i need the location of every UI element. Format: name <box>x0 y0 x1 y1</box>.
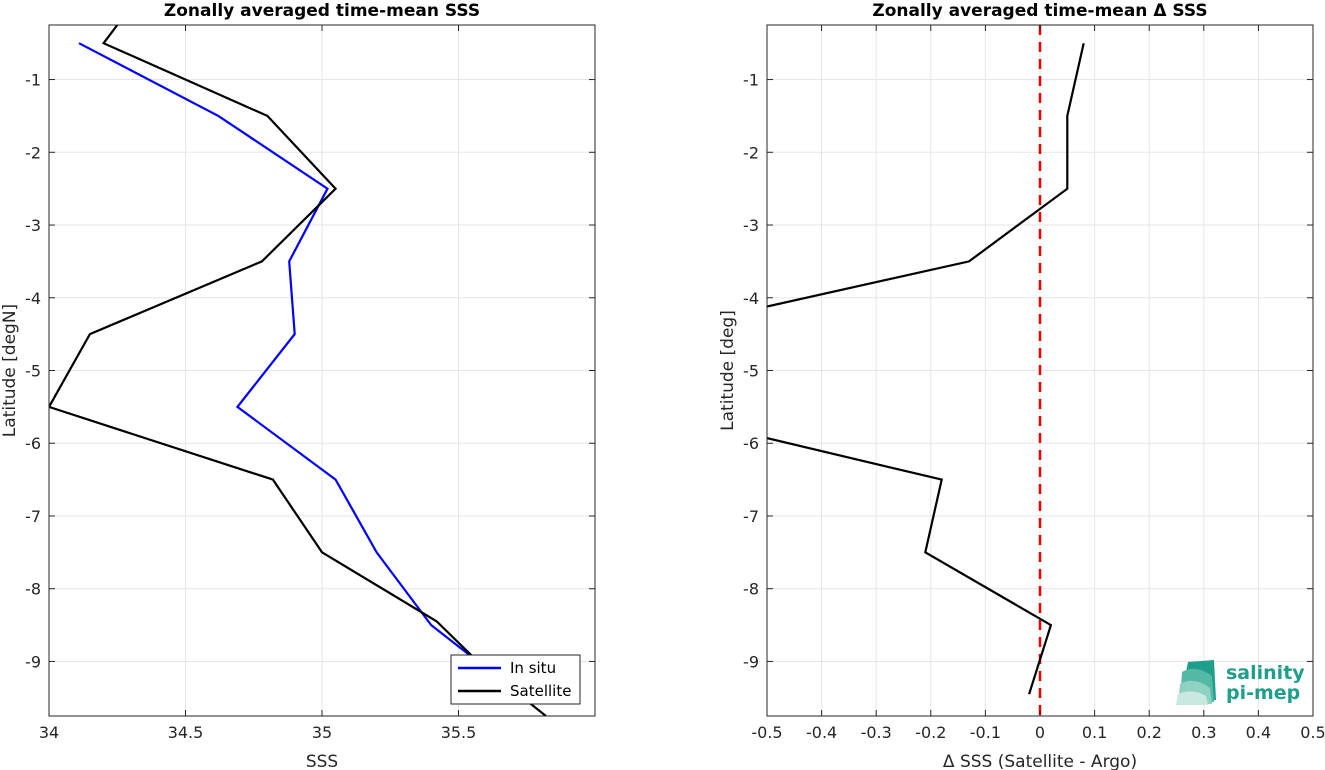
delta-x-tick-label: -0.4 <box>806 723 837 742</box>
delta-x-tick-label: 0.5 <box>1300 723 1325 742</box>
delta-sss-panel: -0.5 -0.4 -0.3 -0.2 -0.1 0 0.1 0.2 0.3 0.4 0.5 -1 -2… <box>718 1 1325 770</box>
delta-x-axis-label: Δ SSS (Satellite - Argo) <box>943 752 1137 770</box>
sss-y-tick-label: -2 <box>25 143 41 162</box>
delta-y-tick-label: -4 <box>743 289 759 308</box>
delta-series-line-segment-1 <box>767 42 1085 308</box>
delta-x-tick-label: -0.2 <box>915 723 946 742</box>
delta-y-tick-label: -5 <box>743 362 759 381</box>
sss-series-line-satellite <box>49 25 547 716</box>
sss-y-tick-label: -5 <box>25 362 41 381</box>
logo-wave-icon <box>1176 660 1216 705</box>
delta-y-tick-label: -8 <box>743 580 759 599</box>
sss-x-tick-label: 35 <box>312 723 332 742</box>
legend-box <box>450 654 581 705</box>
sss-y-tick-label: -7 <box>25 507 41 526</box>
legend-label-satellite: Satellite <box>510 682 571 700</box>
delta-x-tick-label: 0 <box>1035 723 1045 742</box>
sss-y-tick-label: -3 <box>25 216 41 235</box>
delta-x-tick-label: -0.5 <box>751 723 782 742</box>
logo-text-line1: salinity <box>1226 662 1305 684</box>
legend: In situ Satellite <box>450 654 581 705</box>
sss-ticks: 34 34.5 35 35.5 -1 -2 -3 -4 -5 -6 -7 -8 -9 <box>25 25 595 742</box>
delta-chart-title: Zonally averaged time-mean Δ SSS <box>872 1 1207 21</box>
sss-series-line-in-situ <box>78 42 479 663</box>
delta-x-tick-label: 0.4 <box>1246 723 1271 742</box>
sss-y-tick-label: -1 <box>25 71 41 90</box>
delta-y-tick-label: -7 <box>743 507 759 526</box>
sss-x-tick-label: 34.5 <box>168 723 204 742</box>
sss-y-axis-label: Latitude [degN] <box>0 304 20 437</box>
delta-y-tick-label: -6 <box>743 434 759 453</box>
sss-y-tick-label: -6 <box>25 434 41 453</box>
salinity-pi-mep-logo: salinity pi-mep <box>1176 660 1305 705</box>
sss-x-tick-label: 34 <box>39 723 59 742</box>
delta-y-tick-label: -2 <box>743 143 759 162</box>
delta-y-tick-label: -3 <box>743 216 759 235</box>
legend-label-in-situ: In situ <box>510 659 556 677</box>
delta-y-tick-label: -1 <box>743 71 759 90</box>
sss-x-tick-label: 35.5 <box>441 723 477 742</box>
sss-chart-title: Zonally averaged time-mean SSS <box>164 1 480 21</box>
delta-y-axis-label: Latitude [deg] <box>718 310 738 431</box>
delta-series <box>767 25 1085 716</box>
sss-series <box>49 25 547 716</box>
sss-gridlines <box>48 25 595 716</box>
delta-x-tick-label: 0.3 <box>1191 723 1216 742</box>
sss-y-tick-label: -8 <box>25 580 41 599</box>
sss-x-axis-label: SSS <box>306 752 338 770</box>
sss-y-tick-label: -9 <box>25 652 41 671</box>
delta-x-tick-label: -0.1 <box>970 723 1001 742</box>
delta-series-line-segment-2 <box>767 437 1053 695</box>
delta-x-tick-label: 0.2 <box>1136 723 1161 742</box>
delta-y-tick-label: -9 <box>743 652 759 671</box>
delta-x-tick-label: -0.3 <box>861 723 892 742</box>
sss-y-tick-label: -4 <box>25 289 41 308</box>
sss-profile-panel: 34 34.5 35 35.5 -1 -2 -3 -4 -5 -6 -7 -8 -9 Zonally a… <box>0 1 596 770</box>
delta-x-tick-label: 0.1 <box>1082 723 1107 742</box>
delta-ticks: -0.5 -0.4 -0.3 -0.2 -0.1 0 0.1 0.2 0.3 0.4 0.5 -1 -2… <box>743 25 1325 742</box>
logo-text-line2: pi-mep <box>1226 682 1300 704</box>
